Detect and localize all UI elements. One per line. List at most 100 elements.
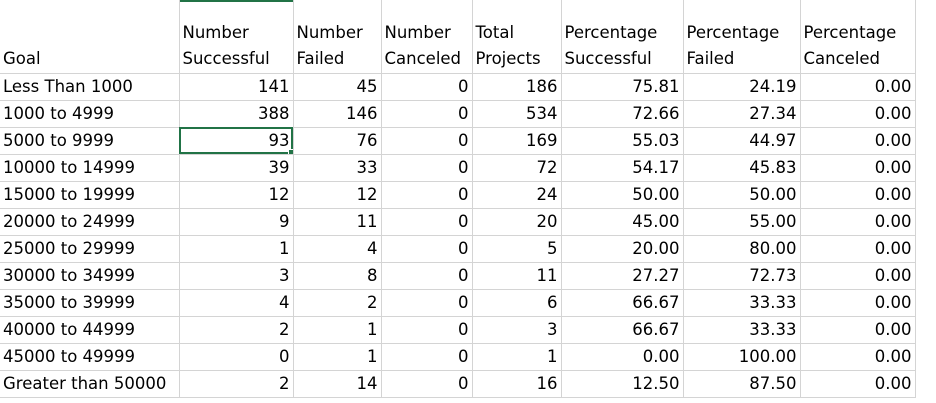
value-cell[interactable]: 146 — [293, 100, 382, 128]
value-cell[interactable]: 45.83 — [683, 154, 801, 182]
value-cell[interactable]: 27.27 — [561, 262, 684, 290]
value-cell[interactable]: 0 — [381, 316, 473, 344]
goal-cell[interactable]: Greater than 50000 — [0, 370, 180, 398]
value-cell[interactable]: 2 — [179, 316, 294, 344]
value-cell[interactable]: 0 — [381, 343, 473, 371]
value-cell[interactable]: 33.33 — [683, 316, 801, 344]
goal-cell[interactable]: 1000 to 4999 — [0, 100, 180, 128]
value-cell[interactable]: 0.00 — [800, 154, 916, 182]
value-cell[interactable]: 0.00 — [800, 127, 916, 155]
value-cell[interactable]: 80.00 — [683, 235, 801, 263]
value-cell[interactable]: 75.81 — [561, 73, 684, 101]
value-cell[interactable]: 0.00 — [800, 181, 916, 209]
value-cell[interactable]: 0.00 — [800, 100, 916, 128]
value-cell[interactable]: 1 — [179, 235, 294, 263]
value-cell[interactable]: 4 — [179, 289, 294, 317]
value-cell[interactable]: 1 — [293, 316, 382, 344]
column-header-cell[interactable]: Percentage Canceled — [800, 0, 916, 74]
value-cell[interactable]: 12 — [179, 181, 294, 209]
column-header-cell[interactable]: Number Successful — [179, 0, 294, 74]
value-cell[interactable]: 0.00 — [800, 316, 916, 344]
value-cell[interactable]: 54.17 — [561, 154, 684, 182]
value-cell[interactable]: 0 — [381, 127, 473, 155]
value-cell[interactable]: 14 — [293, 370, 382, 398]
value-cell[interactable]: 50.00 — [683, 181, 801, 209]
value-cell[interactable]: 0 — [381, 289, 473, 317]
value-cell[interactable]: 24.19 — [683, 73, 801, 101]
value-cell[interactable]: 100.00 — [683, 343, 801, 371]
value-cell[interactable]: 8 — [293, 262, 382, 290]
value-cell[interactable]: 45 — [293, 73, 382, 101]
value-cell[interactable]: 0 — [381, 208, 473, 236]
value-cell[interactable]: 66.67 — [561, 316, 684, 344]
value-cell[interactable]: 0.00 — [800, 235, 916, 263]
value-cell[interactable]: 534 — [472, 100, 562, 128]
value-cell[interactable]: 0 — [381, 370, 473, 398]
value-cell[interactable]: 169 — [472, 127, 562, 155]
value-cell[interactable]: 0.00 — [800, 289, 916, 317]
value-cell[interactable]: 3 — [472, 316, 562, 344]
column-header-cell[interactable]: Total Projects — [472, 0, 562, 74]
value-cell[interactable]: 39 — [179, 154, 294, 182]
value-cell[interactable]: 87.50 — [683, 370, 801, 398]
value-cell[interactable]: 0.00 — [800, 208, 916, 236]
goal-cell[interactable]: 10000 to 14999 — [0, 154, 180, 182]
value-cell[interactable]: 9 — [179, 208, 294, 236]
value-cell[interactable]: 11 — [293, 208, 382, 236]
value-cell[interactable]: 3 — [179, 262, 294, 290]
value-cell[interactable]: 45.00 — [561, 208, 684, 236]
goal-cell[interactable]: 25000 to 29999 — [0, 235, 180, 263]
value-cell[interactable]: 20.00 — [561, 235, 684, 263]
value-cell[interactable]: 76 — [293, 127, 382, 155]
value-cell[interactable]: 186 — [472, 73, 562, 101]
value-cell[interactable]: 72.66 — [561, 100, 684, 128]
value-cell[interactable]: 24 — [472, 181, 562, 209]
selected-cell[interactable]: 93 — [179, 127, 294, 155]
value-cell[interactable]: 50.00 — [561, 181, 684, 209]
value-cell[interactable]: 6 — [472, 289, 562, 317]
goal-cell[interactable]: 45000 to 49999 — [0, 343, 180, 371]
goal-cell[interactable]: 20000 to 24999 — [0, 208, 180, 236]
value-cell[interactable]: 1 — [293, 343, 382, 371]
value-cell[interactable]: 12 — [293, 181, 382, 209]
goal-cell[interactable]: 15000 to 19999 — [0, 181, 180, 209]
value-cell[interactable]: 5 — [472, 235, 562, 263]
value-cell[interactable]: 0.00 — [800, 370, 916, 398]
value-cell[interactable]: 66.67 — [561, 289, 684, 317]
goal-cell[interactable]: 30000 to 34999 — [0, 262, 180, 290]
goal-cell[interactable]: 40000 to 44999 — [0, 316, 180, 344]
column-header-cell[interactable]: Goal — [0, 0, 180, 74]
value-cell[interactable]: 0 — [381, 154, 473, 182]
goal-cell[interactable]: Less Than 1000 — [0, 73, 180, 101]
goal-cell[interactable]: 35000 to 39999 — [0, 289, 180, 317]
value-cell[interactable]: 0 — [179, 343, 294, 371]
value-cell[interactable]: 27.34 — [683, 100, 801, 128]
value-cell[interactable]: 33.33 — [683, 289, 801, 317]
value-cell[interactable]: 0.00 — [561, 343, 684, 371]
value-cell[interactable]: 4 — [293, 235, 382, 263]
value-cell[interactable]: 20 — [472, 208, 562, 236]
value-cell[interactable]: 55.03 — [561, 127, 684, 155]
value-cell[interactable]: 11 — [472, 262, 562, 290]
value-cell[interactable]: 55.00 — [683, 208, 801, 236]
value-cell[interactable]: 0 — [381, 235, 473, 263]
value-cell[interactable]: 0.00 — [800, 343, 916, 371]
value-cell[interactable]: 0 — [381, 181, 473, 209]
value-cell[interactable]: 0 — [381, 100, 473, 128]
value-cell[interactable]: 0.00 — [800, 73, 916, 101]
value-cell[interactable]: 2 — [179, 370, 294, 398]
value-cell[interactable]: 0 — [381, 262, 473, 290]
value-cell[interactable]: 0 — [381, 73, 473, 101]
column-header-cell[interactable]: Percentage Successful — [561, 0, 684, 74]
column-header-cell[interactable]: Percentage Failed — [683, 0, 801, 74]
value-cell[interactable]: 72 — [472, 154, 562, 182]
goal-cell[interactable]: 5000 to 9999 — [0, 127, 180, 155]
column-header-cell[interactable]: Number Canceled — [381, 0, 473, 74]
column-header-cell[interactable]: Number Failed — [293, 0, 382, 74]
value-cell[interactable]: 12.50 — [561, 370, 684, 398]
value-cell[interactable]: 16 — [472, 370, 562, 398]
value-cell[interactable]: 33 — [293, 154, 382, 182]
value-cell[interactable]: 388 — [179, 100, 294, 128]
value-cell[interactable]: 72.73 — [683, 262, 801, 290]
value-cell[interactable]: 44.97 — [683, 127, 801, 155]
